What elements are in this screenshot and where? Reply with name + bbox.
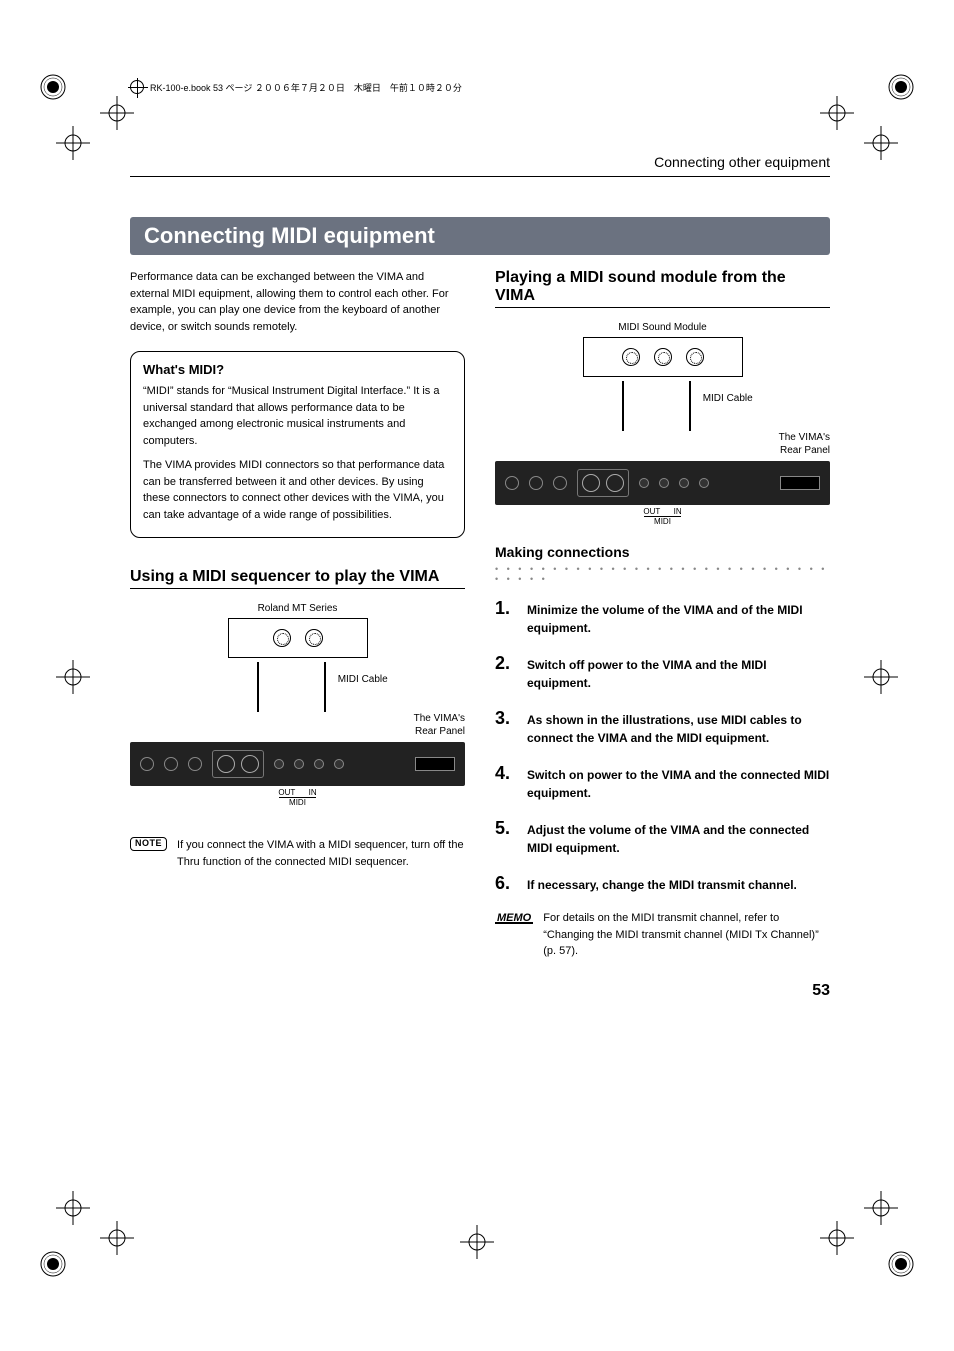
port-icon [164,757,178,771]
step-text: Adjust the volume of the VIMA and the co… [527,818,830,857]
midi-out-icon [217,755,235,773]
crosshair-icon [56,1191,90,1225]
top-device-label: MIDI Sound Module [495,322,830,333]
jack-icon [334,759,344,769]
usb-port-icon [505,476,519,490]
midi-connector-icon [686,348,704,366]
crosshair-icon [864,1191,898,1225]
midi-caption: OUT IN MIDI [495,507,830,526]
jack-icon [699,478,709,488]
making-connections-heading: Making connections [495,544,830,560]
left-column: Performance data can be exchanged betwee… [130,269,465,960]
jack-icon [659,478,669,488]
midi-connector-icon [622,348,640,366]
right-section-heading: Playing a MIDI sound module from the VIM… [495,269,830,308]
crosshair-icon [56,126,90,160]
step-item: Switch off power to the VIMA and the MID… [495,653,830,692]
step-item: If necessary, change the MIDI transmit c… [495,873,830,894]
sequencer-diagram: Roland MT Series MIDI Cable The VIMA's R… [130,603,465,807]
sequencer-device-icon [228,618,368,658]
midi-connector-icon [305,629,323,647]
crosshair-icon [100,1221,134,1255]
page-number: 53 [812,982,830,1000]
memo-callout: MEMO For details on the MIDI transmit ch… [495,910,830,960]
header-rule [130,176,830,177]
jack-icon [679,478,689,488]
note-callout: NOTE If you connect the VIMA with a MIDI… [130,837,465,870]
midi-cable-icon: MIDI Cable [130,662,465,712]
step-text: Minimize the volume of the VIMA and of t… [527,598,830,637]
crosshair-icon [56,660,90,694]
step-text: If necessary, change the MIDI transmit c… [527,873,797,894]
infobox-p1: “MIDI” stands for “Musical Instrument Di… [143,383,452,449]
step-text: Switch on power to the VIMA and the conn… [527,763,830,802]
midi-cable-icon: MIDI Cable [495,381,830,431]
book-meta-header: RK-100-e.book 53 ページ ２００６年７月２０日 木曜日 午前１０… [130,80,830,94]
dotted-rule: • • • • • • • • • • • • • • • • • • • • … [495,564,830,584]
note-badge-icon: NOTE [130,837,167,851]
left-section-heading: Using a MIDI sequencer to play the VIMA [130,568,465,589]
page-content: RK-100-e.book 53 ページ ２００６年７月２０日 木曜日 午前１０… [130,80,830,960]
rear-panel-label: The VIMA's Rear Panel [495,431,830,457]
step-item: Minimize the volume of the VIMA and of t… [495,598,830,637]
vima-rear-panel-icon [130,742,465,786]
midi-in-icon [606,474,624,492]
step-item: Adjust the volume of the VIMA and the co… [495,818,830,857]
crop-mark-icon [36,1247,70,1281]
cable-label: MIDI Cable [338,674,388,685]
power-slot-icon [780,476,820,490]
midi-connector-icon [654,348,672,366]
crosshair-icon [130,80,144,94]
rear-panel-label: The VIMA's Rear Panel [130,712,465,738]
crosshair-icon [460,1225,494,1259]
midi-in-icon [241,755,259,773]
jack-icon [274,759,284,769]
crop-mark-icon [884,1247,918,1281]
note-text: If you connect the VIMA with a MIDI sequ… [177,837,465,870]
crosshair-icon [820,1221,854,1255]
steps-list: Minimize the volume of the VIMA and of t… [495,598,830,894]
page-title: Connecting MIDI equipment [130,217,830,255]
memo-badge-icon: MEMO [495,910,533,924]
midi-caption: OUT IN MIDI [130,788,465,807]
crop-mark-icon [884,70,918,104]
step-text: Switch off power to the VIMA and the MID… [527,653,830,692]
vima-rear-panel-icon [495,461,830,505]
midi-out-icon [582,474,600,492]
running-head: Connecting other equipment [130,154,830,170]
memo-text: For details on the MIDI transmit channel… [543,910,830,960]
midi-port-group-icon [577,469,629,497]
step-text: As shown in the illustrations, use MIDI … [527,708,830,747]
crosshair-icon [864,660,898,694]
midi-connector-icon [273,629,291,647]
crop-mark-icon [36,70,70,104]
jack-icon [639,478,649,488]
port-icon [188,757,202,771]
port-icon [553,476,567,490]
top-device-label: Roland MT Series [130,603,465,614]
book-info-text: RK-100-e.book 53 ページ ２００６年７月２０日 木曜日 午前１０… [150,81,462,94]
port-icon [529,476,543,490]
right-column: Playing a MIDI sound module from the VIM… [495,269,830,960]
sound-module-device-icon [583,337,743,377]
jack-icon [314,759,324,769]
jack-icon [294,759,304,769]
infobox-heading: What's MIDI? [143,362,452,377]
sound-module-diagram: MIDI Sound Module MIDI Cable The VIMA's … [495,322,830,526]
power-slot-icon [415,757,455,771]
midi-port-group-icon [212,750,264,778]
infobox-p2: The VIMA provides MIDI connectors so tha… [143,457,452,523]
crosshair-icon [100,96,134,130]
cable-label: MIDI Cable [703,393,753,404]
step-item: Switch on power to the VIMA and the conn… [495,763,830,802]
step-item: As shown in the illustrations, use MIDI … [495,708,830,747]
usb-port-icon [140,757,154,771]
intro-paragraph: Performance data can be exchanged betwee… [130,269,465,335]
whats-midi-box: What's MIDI? “MIDI” stands for “Musical … [130,351,465,538]
crosshair-icon [864,126,898,160]
